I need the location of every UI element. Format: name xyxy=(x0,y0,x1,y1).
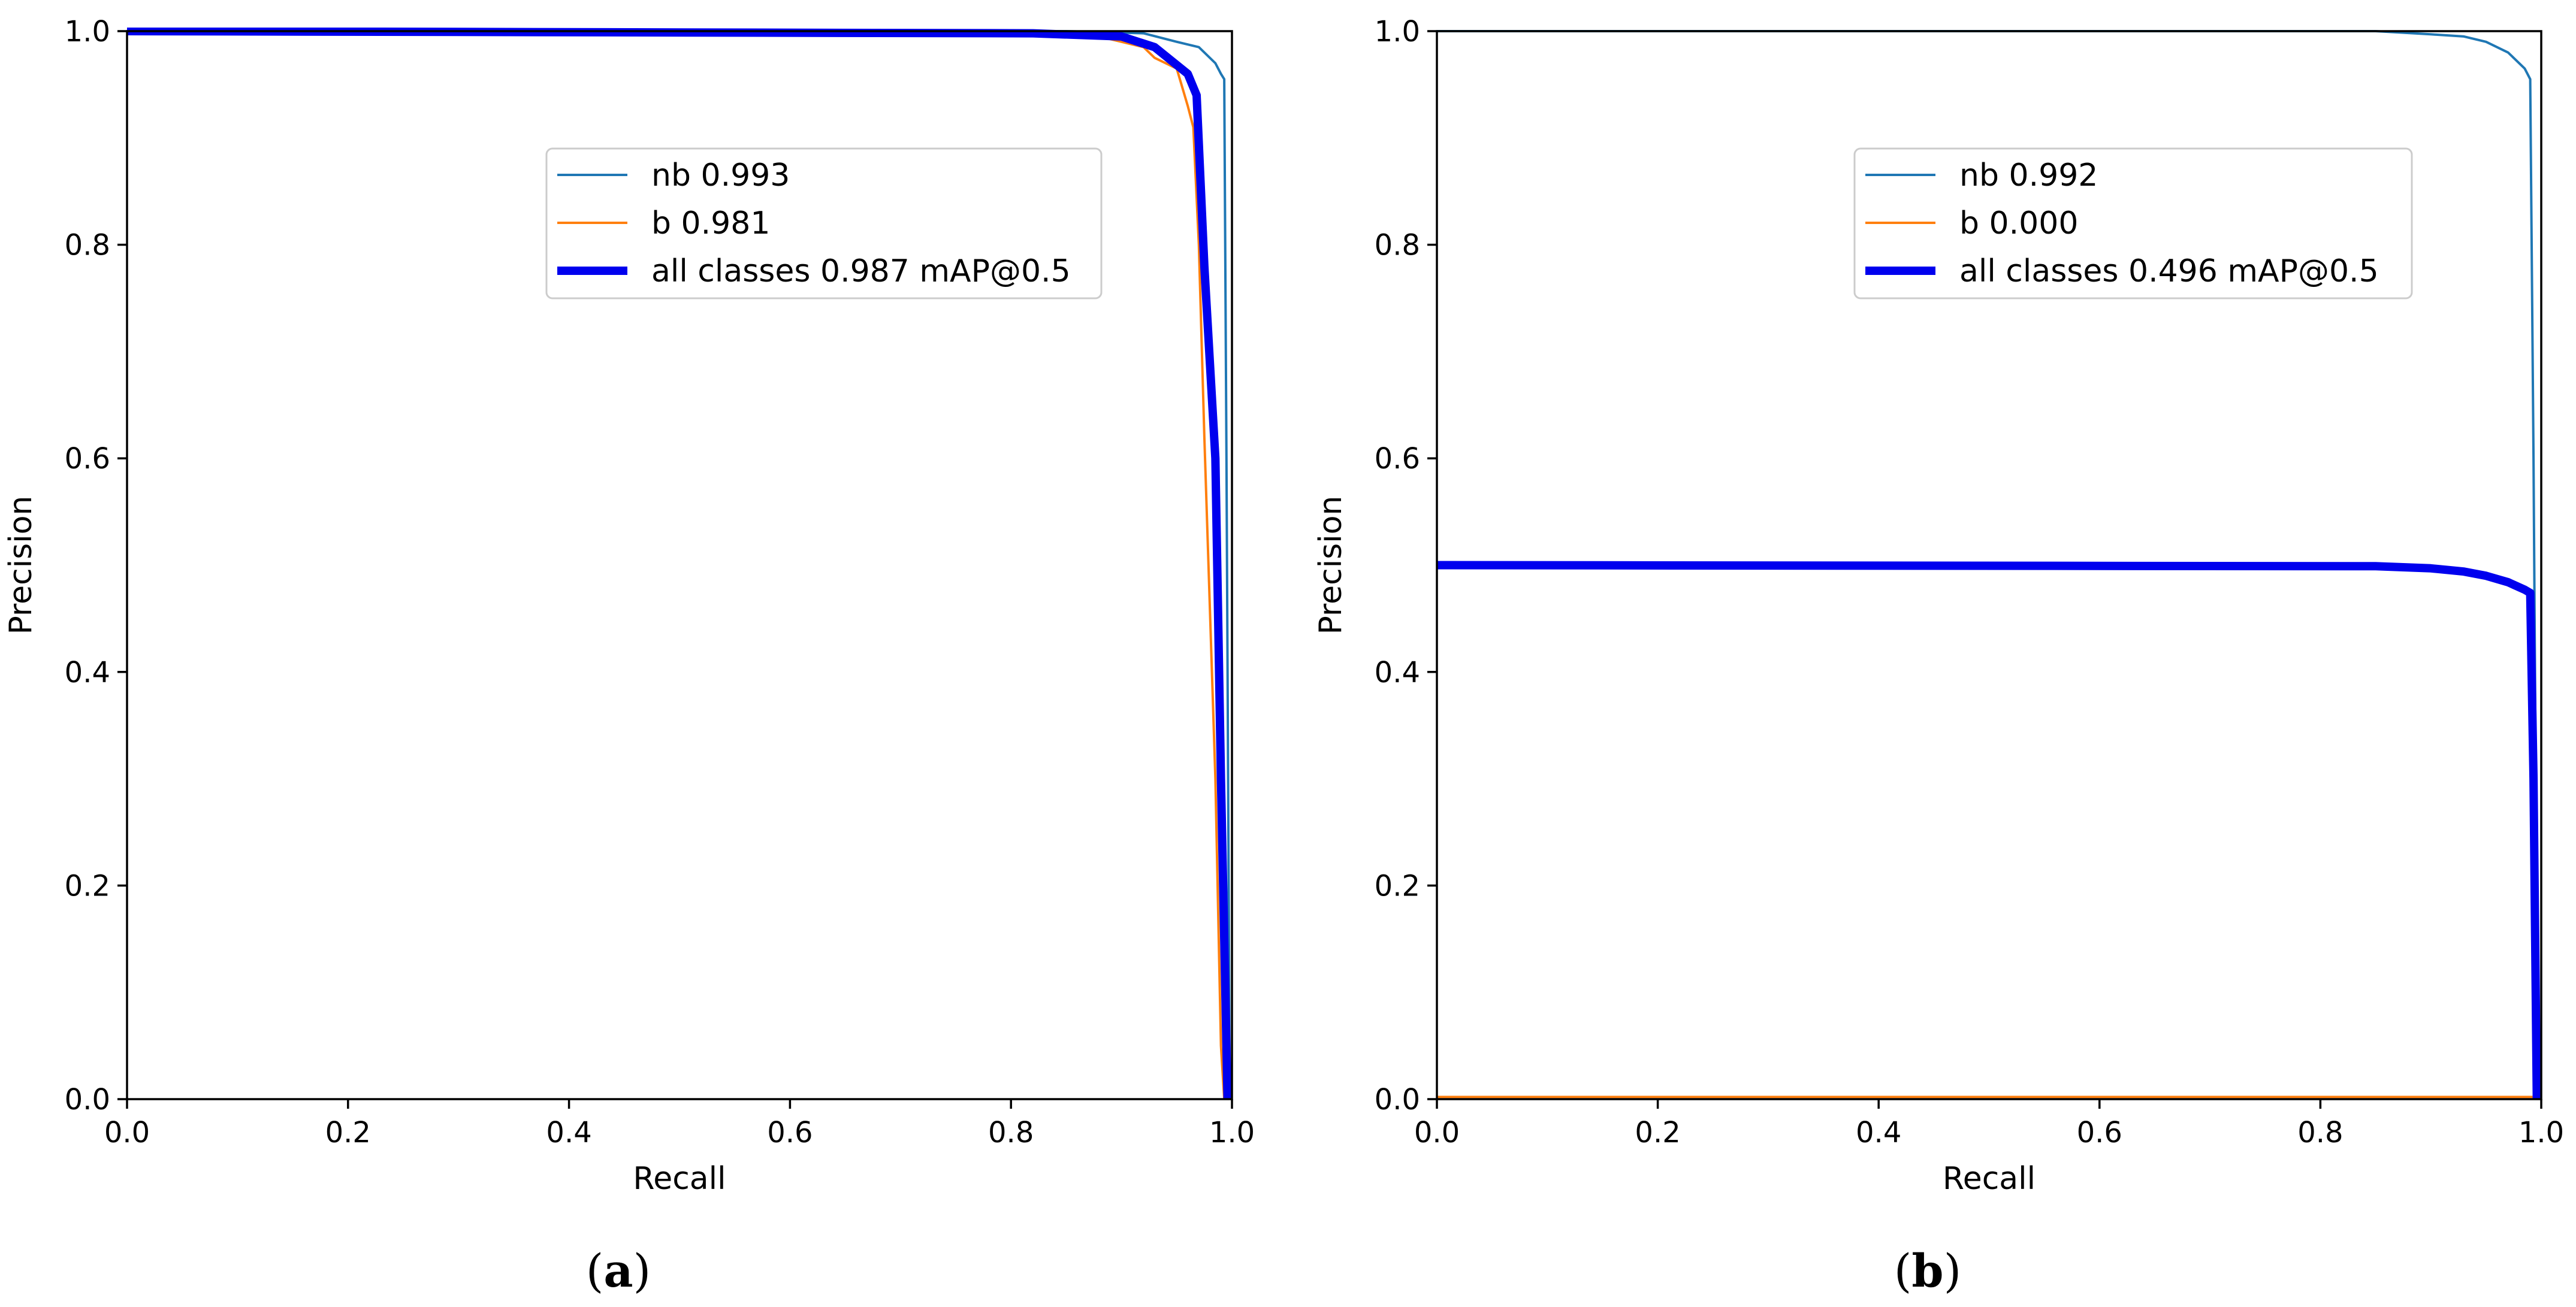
panel-caption: (b) xyxy=(1894,1244,1961,1297)
y-tick-label: 0.4 xyxy=(1375,656,1420,689)
y-tick-label: 0.8 xyxy=(1375,229,1420,262)
axes-frame xyxy=(1436,30,2542,1100)
y-tick-label: 0.8 xyxy=(65,229,110,262)
x-tick-label: 0.8 xyxy=(2297,1116,2343,1149)
x-tick-label: 0.6 xyxy=(767,1116,813,1149)
chart-panel-b: 0.0 0.2 0.4 0.6 0.8 1.0 0.0 0.2 0.4 0.6 0.8 1.0 Reca… xyxy=(1313,15,2564,1297)
y-tick-label: 0.0 xyxy=(65,1083,110,1117)
x-tick-label: 0.4 xyxy=(1856,1116,1901,1149)
legend-label: b 0.000 xyxy=(1959,205,2078,241)
legend-label: all classes 0.987 mAP@0.5 xyxy=(651,253,1071,289)
x-tick-label: 1.0 xyxy=(1209,1116,1255,1149)
series-line-2 xyxy=(127,28,1232,1100)
y-tick-label: 0.2 xyxy=(65,869,110,903)
y-tick-label: 0.6 xyxy=(1375,442,1420,476)
legend-label: nb 0.992 xyxy=(1959,158,2098,193)
x-tick-label: 0.6 xyxy=(2077,1116,2122,1149)
x-tick-label: 0.2 xyxy=(1635,1116,1680,1149)
legend: nb 0.993 b 0.981 all classes 0.987 mAP@0.5 xyxy=(545,147,1103,299)
legend-box xyxy=(1853,147,2413,299)
series-line-2 xyxy=(1437,561,2541,1100)
y-axis-title: Precision xyxy=(3,495,39,634)
y-tick-label: 0.6 xyxy=(65,442,110,476)
x-axis-title: Recall xyxy=(1943,1161,2036,1197)
x-tick-label: 1.0 xyxy=(2518,1116,2564,1149)
y-tick-label: 0.2 xyxy=(1375,869,1420,903)
series-line-0 xyxy=(1437,30,2541,1100)
y-tick-label: 0.4 xyxy=(65,656,110,689)
legend-label: b 0.981 xyxy=(651,205,770,241)
legend-box xyxy=(545,147,1103,299)
axes-frame xyxy=(126,30,1233,1100)
chart-panel-a: 0.0 0.2 0.4 0.6 0.8 1.0 0.0 0.2 0.4 0.6 0.8 1.0 Reca… xyxy=(3,15,1255,1297)
legend: nb 0.992 b 0.000 all classes 0.496 mAP@0.5 xyxy=(1853,147,2413,299)
x-tick-label: 0.0 xyxy=(104,1116,150,1149)
x-tick-label: 0.0 xyxy=(1414,1116,1460,1149)
x-tick-label: 0.2 xyxy=(325,1116,371,1149)
panel-caption: (a) xyxy=(586,1244,651,1297)
x-tick-label: 0.4 xyxy=(546,1116,591,1149)
legend-label: all classes 0.496 mAP@0.5 xyxy=(1959,253,2379,289)
y-tick-label: 0.0 xyxy=(1375,1083,1420,1117)
y-tick-label: 1.0 xyxy=(65,15,110,49)
x-axis-title: Recall xyxy=(633,1161,726,1197)
x-tick-label: 0.8 xyxy=(988,1116,1034,1149)
legend-label: nb 0.993 xyxy=(651,158,790,193)
y-tick-label: 1.0 xyxy=(1375,15,1420,49)
y-axis-title: Precision xyxy=(1313,495,1349,634)
